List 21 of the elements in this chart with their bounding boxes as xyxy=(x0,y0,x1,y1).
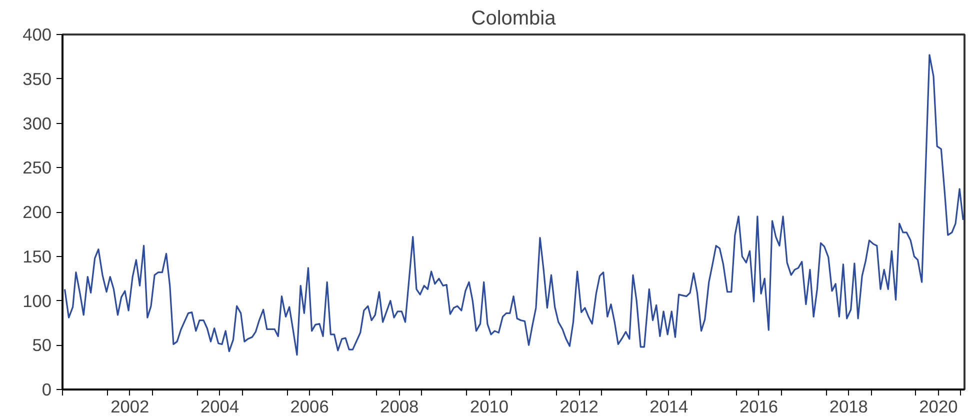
y-tick-label: 250 xyxy=(22,158,52,178)
x-tick-label: 2002 xyxy=(110,396,150,416)
y-tick-label: 400 xyxy=(22,24,52,44)
x-tick-label: 2010 xyxy=(470,396,509,416)
y-tick-label: 100 xyxy=(22,290,52,311)
x-tick-label: 2008 xyxy=(380,396,419,416)
x-tick-label: 2004 xyxy=(200,396,240,416)
x-tick-label: 2016 xyxy=(739,396,778,416)
x-tick-label: 2018 xyxy=(829,396,868,416)
y-tick-label: 350 xyxy=(22,68,52,89)
chart-title: Colombia xyxy=(471,8,557,30)
y-tick-label: 300 xyxy=(22,113,52,134)
line-series xyxy=(64,54,964,356)
x-tick-label: 2020 xyxy=(919,396,958,416)
y-tick-label: 50 xyxy=(32,335,52,356)
y-tick-label: 200 xyxy=(22,202,52,222)
x-tick-label: 2014 xyxy=(650,396,689,416)
x-tick-label: 2012 xyxy=(560,396,598,416)
y-tick-label: 0 xyxy=(42,380,52,400)
y-tick-label: 150 xyxy=(22,246,52,266)
x-tick-label: 2006 xyxy=(290,396,329,416)
